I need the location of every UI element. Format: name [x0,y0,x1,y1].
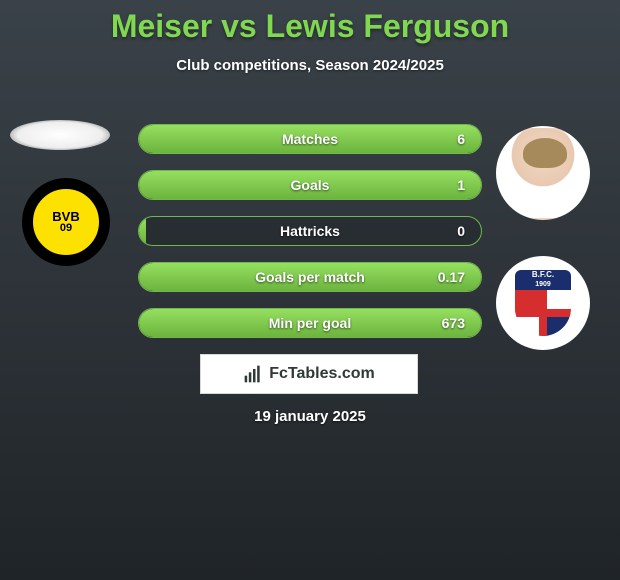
stat-row-goals: Goals 1 [138,170,482,200]
stat-row-matches: Matches 6 [138,124,482,154]
chart-icon [243,364,263,384]
stat-label: Goals per match [139,263,481,291]
date-label: 19 january 2025 [0,408,620,425]
stat-label: Goals [139,171,481,199]
stat-value: 6 [457,125,465,153]
bfc-shield: B.F.C. 1909 [515,270,571,336]
stat-label: Matches [139,125,481,153]
stat-row-mpg: Min per goal 673 [138,308,482,338]
stat-value: 0 [457,217,465,245]
bvb-outer-ring: BVB 09 [22,178,110,266]
right-player-avatar [496,126,590,220]
stat-label: Min per goal [139,309,481,337]
bfc-header: B.F.C. 1909 [515,270,571,290]
stat-value: 1 [457,171,465,199]
page-subtitle: Club competitions, Season 2024/2025 [0,57,620,74]
bvb-year: 09 [52,223,79,234]
left-player-placeholder [10,120,110,150]
branding-text: FcTables.com [269,365,375,383]
stat-row-hattricks: Hattricks 0 [138,216,482,246]
bfc-short: B.F.C. [515,270,571,280]
stat-value: 0.17 [438,263,465,291]
bfc-year: 1909 [515,280,571,290]
left-club-badge: BVB 09 [22,178,110,266]
stat-row-gpm: Goals per match 0.17 [138,262,482,292]
stats-container: Matches 6 Goals 1 Hattricks 0 Goals per … [138,124,482,354]
bvb-inner-disc: BVB 09 [29,185,103,259]
bfc-body [515,290,571,336]
branding-box[interactable]: FcTables.com [200,354,418,394]
stat-label: Hattricks [139,217,481,245]
right-club-badge: B.F.C. 1909 [496,256,590,350]
page-title: Meiser vs Lewis Ferguson [0,0,620,45]
stat-value: 673 [442,309,465,337]
